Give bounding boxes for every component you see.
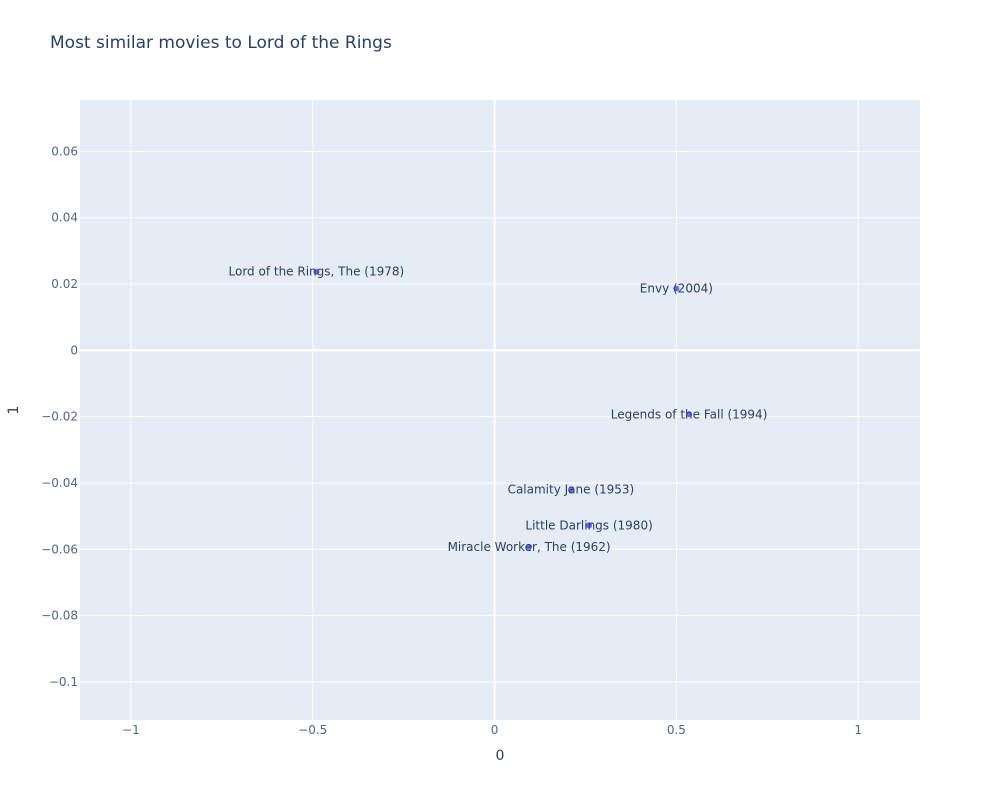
data-point [686, 411, 693, 418]
y-axis-ticks: 0.06 0.04 0.02 0 −0.02 −0.04 −0.06 −0.08 −0.1 [41, 144, 78, 688]
y-tick-label: −0.1 [49, 675, 78, 689]
x-axis-ticks: −1 −0.5 0 0.5 1 [122, 723, 862, 737]
data-point [586, 522, 593, 529]
x-tick-label: 1 [854, 723, 862, 737]
y-tick-label: 0.04 [51, 211, 78, 225]
data-label: Calamity Jane (1953) [508, 483, 635, 497]
data-point [313, 268, 320, 275]
x-tick-label: −0.5 [298, 723, 327, 737]
data-label: Legends of the Fall (1994) [611, 407, 768, 421]
y-tick-label: 0.06 [51, 144, 78, 158]
x-tick-label: −1 [122, 723, 140, 737]
data-label: Little Darlings (1980) [525, 518, 652, 532]
x-axis-label: 0 [496, 748, 505, 764]
data-point [526, 543, 533, 550]
y-tick-label: −0.08 [41, 609, 78, 623]
data-points [313, 268, 693, 550]
plot-area [80, 100, 920, 720]
y-tick-label: 0 [70, 343, 78, 357]
chart-title: Most similar movies to Lord of the Rings [50, 33, 392, 53]
data-label: Miracle Worker, The (1962) [448, 540, 611, 554]
y-tick-label: −0.02 [41, 410, 78, 424]
y-tick-label: −0.06 [41, 542, 78, 556]
data-label: Lord of the Rings, The (1978) [229, 265, 405, 279]
y-tick-label: 0.02 [51, 277, 78, 291]
data-point [673, 285, 680, 292]
data-point [567, 486, 574, 493]
grid-lines [80, 100, 920, 720]
y-tick-label: −0.04 [41, 476, 78, 490]
x-tick-label: 0.5 [667, 723, 686, 737]
data-labels: Lord of the Rings, The (1978) Envy (2004)… [229, 265, 768, 554]
y-axis-label: 1 [6, 406, 22, 415]
data-label: Envy (2004) [640, 282, 713, 296]
x-tick-label: 0 [491, 723, 499, 737]
